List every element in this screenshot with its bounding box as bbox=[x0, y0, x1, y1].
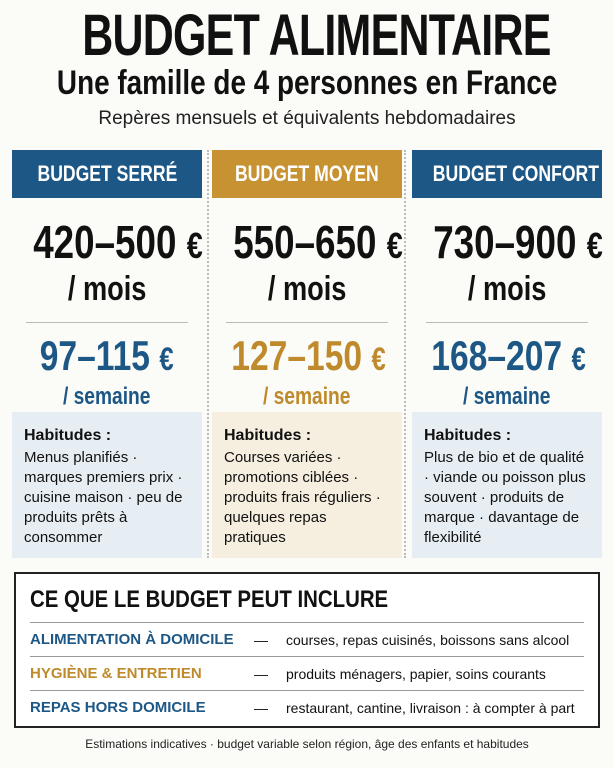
weekly-amount: 168–207 € bbox=[412, 333, 602, 382]
amount: 127–150 bbox=[231, 332, 363, 379]
weekly-value: 127–150 € bbox=[231, 333, 385, 382]
separator bbox=[426, 322, 588, 323]
habits-title: Habitudes : bbox=[224, 427, 312, 444]
footer: Estimations indicatives · budget variabl… bbox=[85, 737, 529, 751]
divider bbox=[404, 150, 406, 558]
weekly-value: 97–115 € bbox=[40, 333, 174, 382]
row-label: REPAS HORS DOMICILE bbox=[30, 699, 206, 716]
budget-header: BUDGET SERRÉ bbox=[12, 150, 202, 198]
monthly-unit: / mois bbox=[412, 270, 602, 308]
amount: 730–900 bbox=[433, 216, 577, 268]
amount: 168–207 bbox=[431, 332, 563, 379]
title-text: BUDGET ALIMENTAIRE bbox=[82, 3, 551, 68]
monthly-amount: 550–650 € bbox=[212, 218, 403, 270]
amount: 550–650 bbox=[233, 216, 377, 268]
habits-title: Habitudes : bbox=[424, 427, 512, 444]
habits-box: Habitudes : Plus de bio et de qualité · v… bbox=[412, 412, 602, 558]
budget-label: BUDGET CONFORT bbox=[432, 161, 599, 186]
habits-box: Habitudes : Menus planifiés · marques pre… bbox=[12, 412, 202, 558]
dash: — bbox=[254, 700, 268, 716]
habits-text: Plus de bio et de qualité · viande ou po… bbox=[424, 449, 586, 546]
budget-column: BUDGET MOYEN 550–650 € / mois 127–150 € / se… bbox=[212, 150, 403, 558]
weekly-amount: 127–150 € bbox=[212, 333, 402, 382]
budget-header: BUDGET MOYEN bbox=[212, 150, 402, 198]
habits-text: Menus planifiés · marques premiers prix … bbox=[24, 449, 183, 546]
currency: € bbox=[386, 225, 403, 266]
includes-title-text: CE QUE LE BUDGET PEUT INCLURE bbox=[30, 586, 389, 613]
currency: € bbox=[586, 225, 603, 266]
subtitle: Une famille de 4 personnes en France bbox=[0, 64, 614, 103]
includes-title: CE QUE LE BUDGET PEUT INCLURE bbox=[30, 586, 451, 614]
separator bbox=[226, 322, 388, 323]
weekly-value: 168–207 € bbox=[431, 333, 585, 382]
weekly-amount: 97–115 € bbox=[12, 333, 202, 382]
row-text: produits ménagers, papier, soins courant… bbox=[286, 666, 546, 682]
habits-box: Habitudes : Courses variées · promotions … bbox=[212, 412, 402, 558]
title: BUDGET ALIMENTAIRE bbox=[0, 2, 614, 69]
amount: 420–500 bbox=[33, 216, 177, 268]
row-text: courses, repas cuisinés, boissons sans a… bbox=[286, 632, 570, 648]
monthly-unit: / mois bbox=[12, 270, 202, 308]
budget-label: BUDGET SERRÉ bbox=[37, 161, 177, 186]
monthly-amount: 730–900 € bbox=[412, 218, 603, 270]
currency: € bbox=[186, 225, 203, 266]
unit-text: / mois bbox=[467, 270, 547, 308]
includes-box: CE QUE LE BUDGET PEUT INCLURE ALIMENTATI… bbox=[14, 572, 600, 728]
budget-column: BUDGET SERRÉ 420–500 € / mois 97–115 € / sem… bbox=[12, 150, 203, 558]
monthly-unit: / mois bbox=[212, 270, 402, 308]
unit-text: / semaine bbox=[263, 383, 351, 410]
row-label: ALIMENTATION À DOMICILE bbox=[30, 631, 234, 648]
monthly-value: 550–650 € bbox=[233, 218, 403, 270]
budget-header: BUDGET CONFORT bbox=[412, 150, 602, 198]
weekly-unit: / semaine bbox=[12, 382, 202, 412]
dash: — bbox=[254, 666, 268, 682]
budget-label: BUDGET MOYEN bbox=[235, 161, 379, 186]
unit-text: / mois bbox=[267, 270, 347, 308]
currency: € bbox=[371, 341, 386, 377]
habits-text: Courses variées · promotions ciblées · p… bbox=[224, 449, 381, 546]
unit-text: / semaine bbox=[463, 383, 551, 410]
monthly-value: 730–900 € bbox=[433, 218, 603, 270]
currency: € bbox=[159, 341, 174, 377]
divider bbox=[207, 150, 209, 558]
caption: Repères mensuels et équivalents hebdomad… bbox=[98, 108, 516, 129]
subtitle-text: Une famille de 4 personnes en France bbox=[56, 64, 558, 102]
row-label: HYGIÈNE & ENTRETIEN bbox=[30, 665, 202, 682]
unit-text: / semaine bbox=[63, 383, 151, 410]
amount: 97–115 bbox=[40, 332, 151, 379]
weekly-unit: / semaine bbox=[412, 382, 602, 412]
row-text: restaurant, cantine, livraison : à compt… bbox=[286, 700, 575, 716]
weekly-unit: / semaine bbox=[212, 382, 402, 412]
monthly-amount: 420–500 € bbox=[12, 218, 203, 270]
habits-title: Habitudes : bbox=[24, 427, 112, 444]
monthly-value: 420–500 € bbox=[33, 218, 203, 270]
dash: — bbox=[254, 632, 268, 648]
currency: € bbox=[571, 341, 586, 377]
budget-column: BUDGET CONFORT 730–900 € / mois 168–207 € / … bbox=[412, 150, 603, 558]
unit-text: / mois bbox=[67, 270, 147, 308]
separator bbox=[26, 322, 188, 323]
